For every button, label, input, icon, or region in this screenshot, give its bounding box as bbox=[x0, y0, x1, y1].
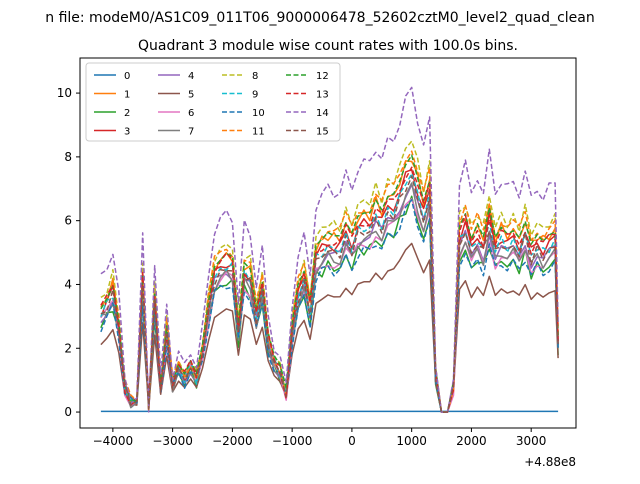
legend-label: 3 bbox=[124, 127, 130, 138]
legend-label: 2 bbox=[124, 108, 130, 119]
x-tick-label: 1000 bbox=[396, 434, 427, 448]
series-line-8 bbox=[100, 140, 559, 413]
x-axis: −4000 −3000 −2000 −1000 0 1000 2000 3000 bbox=[93, 428, 547, 448]
series-line-2 bbox=[100, 195, 559, 413]
series-line-12 bbox=[100, 154, 559, 413]
y-axis: 0 2 4 6 8 10 bbox=[57, 86, 80, 419]
series-line-5 bbox=[100, 242, 559, 413]
series-line-4 bbox=[100, 184, 559, 413]
legend-label: 10 bbox=[252, 108, 265, 119]
x-tick-label: 2000 bbox=[456, 434, 487, 448]
y-tick-label: 4 bbox=[64, 277, 72, 291]
legend-label: 12 bbox=[316, 71, 329, 82]
legend-label: 4 bbox=[188, 71, 194, 82]
x-tick-label: −2000 bbox=[212, 434, 253, 448]
legend-label: 13 bbox=[316, 90, 329, 101]
plot-lines bbox=[100, 86, 559, 413]
y-tick-label: 8 bbox=[64, 150, 72, 164]
plot-frame bbox=[79, 57, 577, 429]
x-offset-label: +4.88e8 bbox=[524, 455, 576, 469]
legend-label: 8 bbox=[252, 71, 258, 82]
figure-suptitle: n file: modeM0/AS1C09_011T06_9000006478_… bbox=[45, 10, 594, 26]
y-tick-label: 2 bbox=[64, 341, 72, 355]
y-tick-label: 0 bbox=[64, 405, 72, 419]
legend-label: 7 bbox=[188, 127, 194, 138]
x-tick-label: −3000 bbox=[152, 434, 193, 448]
legend-box bbox=[85, 62, 341, 142]
x-tick-label: −1000 bbox=[272, 434, 313, 448]
series-line-14 bbox=[100, 86, 559, 413]
legend-label: 14 bbox=[316, 108, 329, 119]
legend-label: 15 bbox=[316, 127, 329, 138]
x-tick-label: 3000 bbox=[516, 434, 547, 448]
series-line-10 bbox=[100, 198, 559, 413]
y-tick-label: 10 bbox=[57, 86, 72, 100]
x-tick-label: 0 bbox=[348, 434, 356, 448]
y-tick-label: 6 bbox=[64, 214, 72, 228]
legend-label: 1 bbox=[124, 90, 130, 101]
legend-label: 0 bbox=[124, 71, 130, 82]
legend-label: 11 bbox=[252, 127, 265, 138]
legend-label: 6 bbox=[188, 108, 194, 119]
legend-label: 9 bbox=[252, 90, 258, 101]
legend-label: 5 bbox=[188, 90, 194, 101]
x-tick-label: −4000 bbox=[93, 434, 134, 448]
series-line-15 bbox=[100, 175, 559, 413]
chart-title: Quadrant 3 module wise count rates with … bbox=[138, 38, 518, 54]
